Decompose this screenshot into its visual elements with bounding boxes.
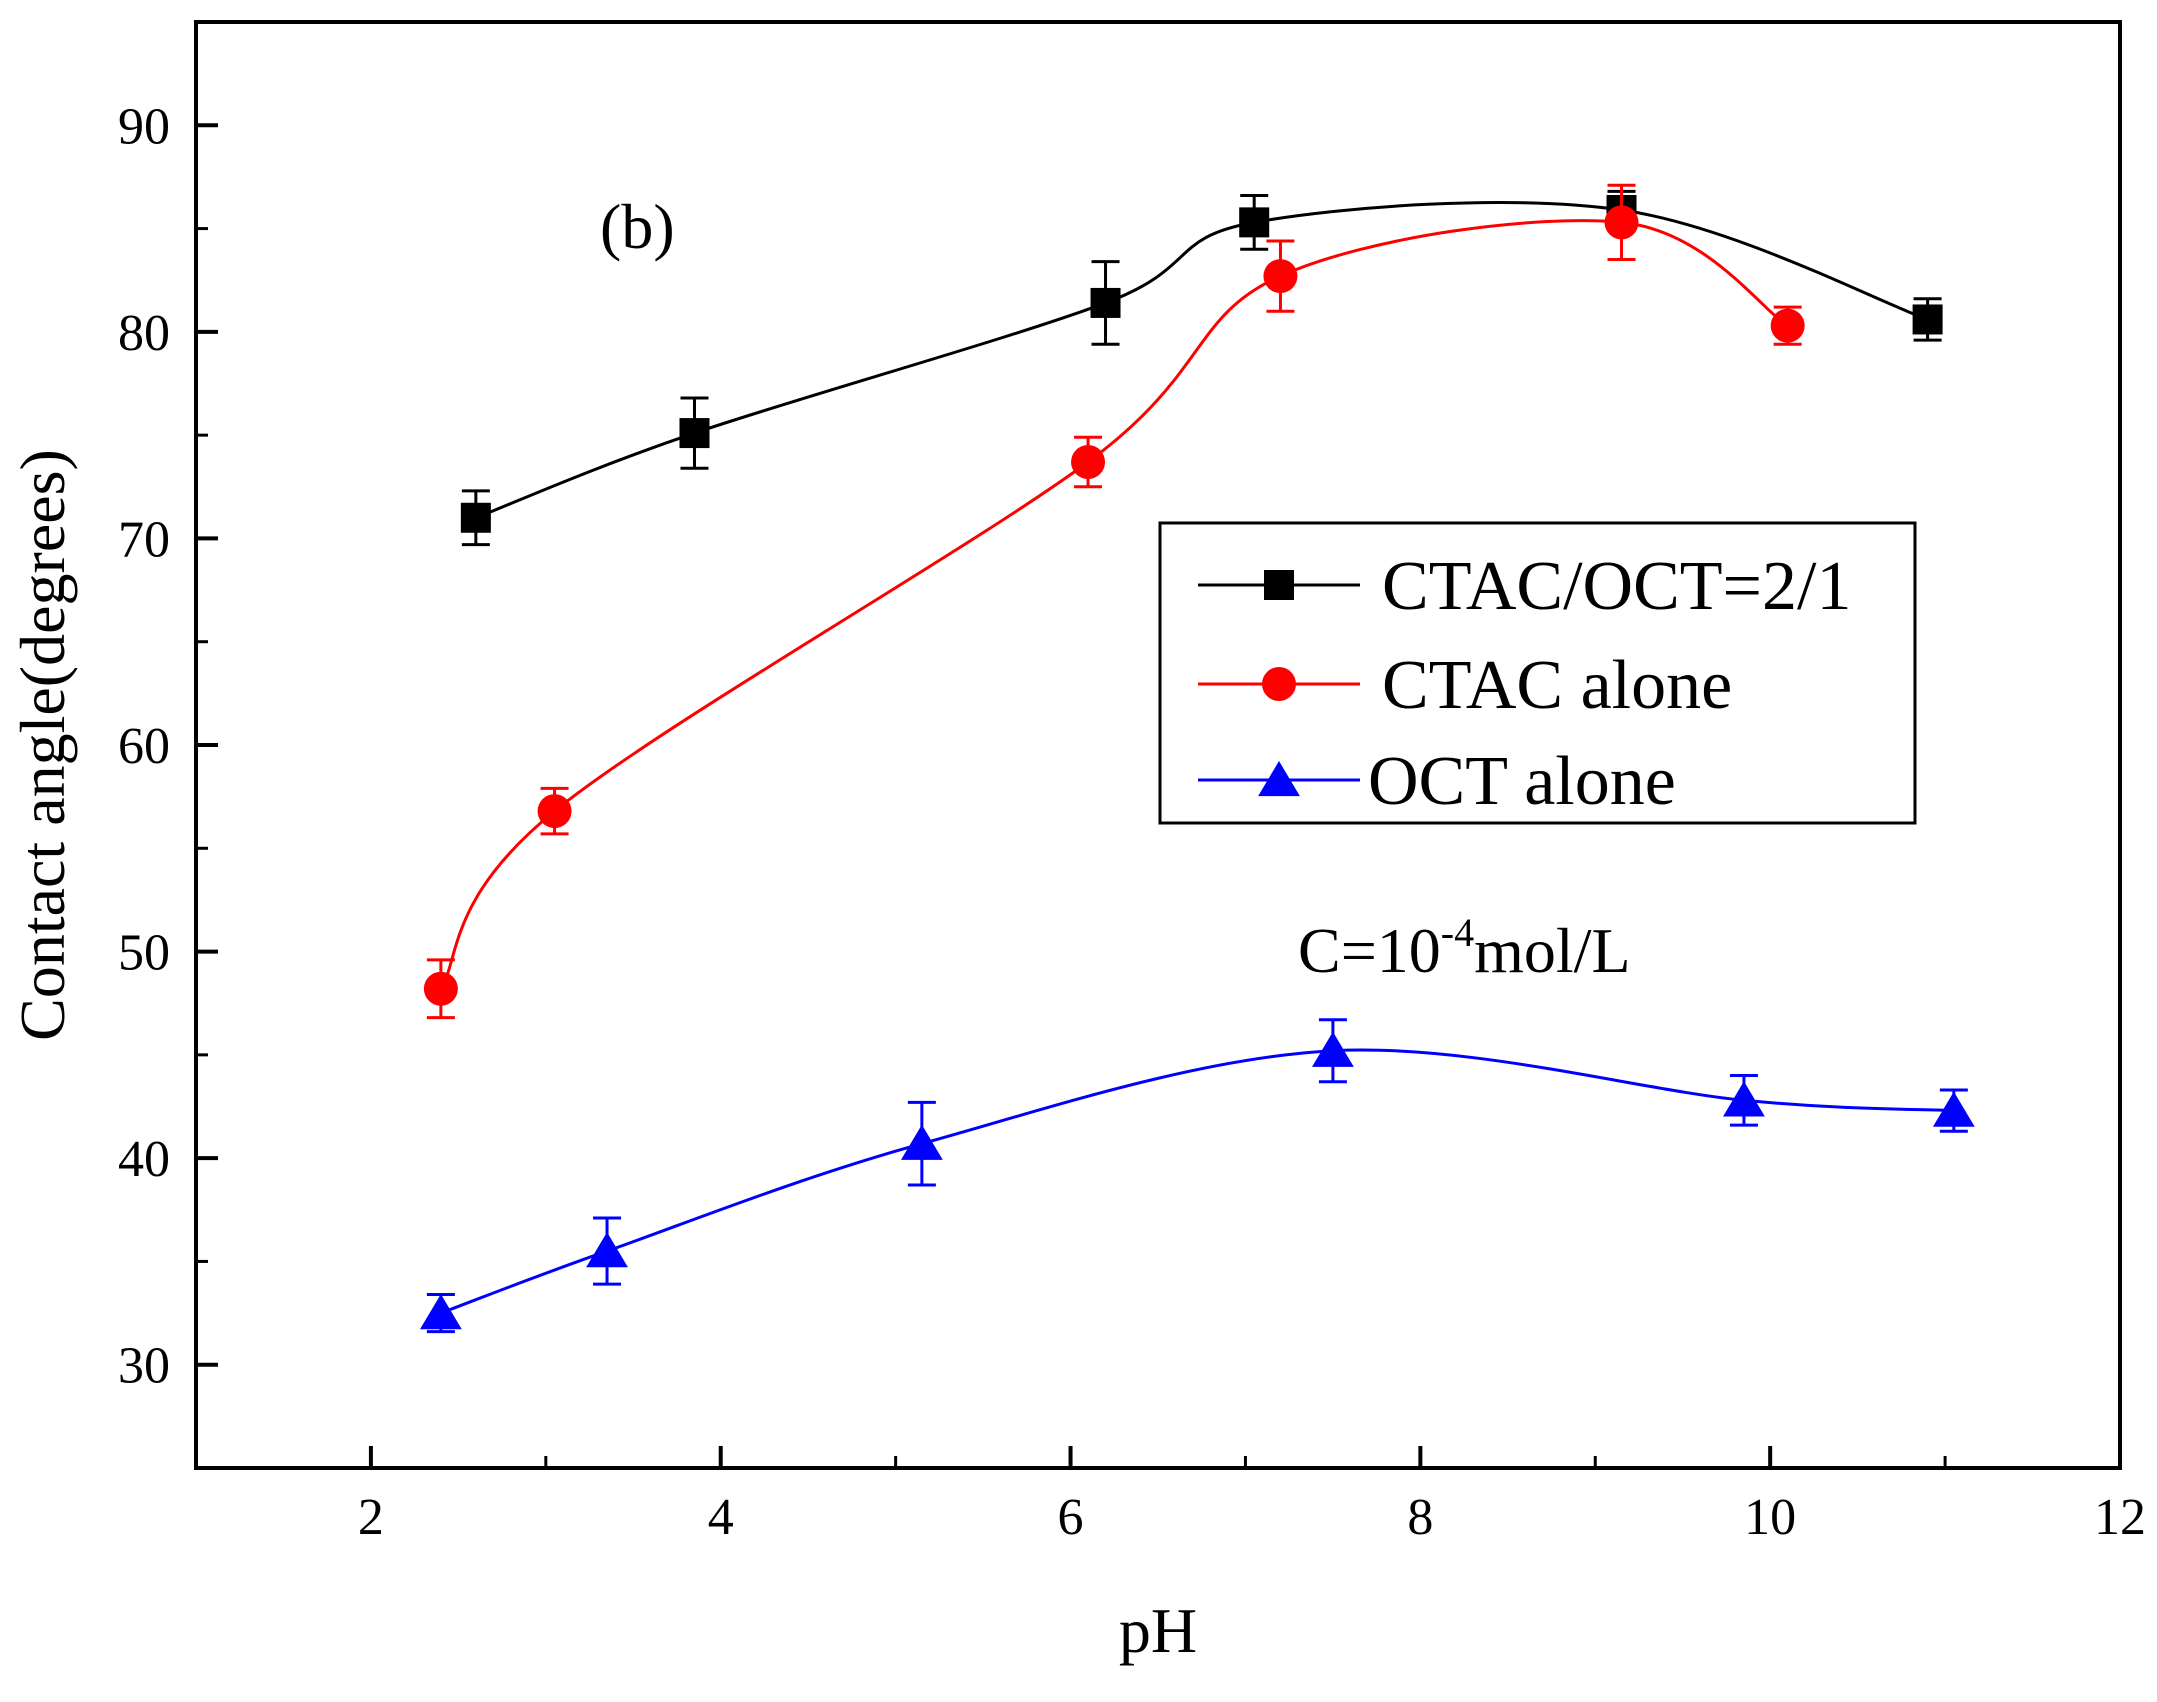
series-square bbox=[460, 189, 1943, 547]
y-tick-label: 90 bbox=[118, 98, 170, 155]
x-tick-label: 6 bbox=[1058, 1489, 1084, 1546]
y-tick-label: 40 bbox=[118, 1131, 170, 1188]
concentration-suffix: mol/L bbox=[1474, 915, 1630, 986]
legend-marker bbox=[1258, 761, 1300, 797]
y-tick-label: 80 bbox=[118, 305, 170, 362]
data-point bbox=[1263, 259, 1298, 294]
data-point bbox=[423, 971, 458, 1006]
concentration-annotation: C=10-4mol/L bbox=[1298, 910, 1631, 986]
y-axis: 30 40 50 60 70 80 90 bbox=[118, 98, 218, 1395]
legend-item: CTAC alone bbox=[1198, 647, 1732, 724]
data-point bbox=[1090, 287, 1121, 318]
legend-items: CTAC/OCT=2/1 CTAC alone OCT alone bbox=[1198, 548, 1851, 820]
x-axis: 2 4 6 8 10 12 bbox=[358, 1446, 2146, 1546]
x-tick-label: 2 bbox=[358, 1489, 384, 1546]
y-tick-label: 60 bbox=[118, 718, 170, 775]
legend-marker bbox=[1264, 570, 1294, 600]
x-tick-label: 4 bbox=[708, 1489, 734, 1546]
data-point bbox=[1723, 1081, 1765, 1117]
data-point bbox=[1932, 1091, 1975, 1127]
concentration-prefix: C=10 bbox=[1298, 915, 1441, 986]
data-point bbox=[1239, 207, 1270, 238]
legend-marker bbox=[1262, 667, 1296, 701]
y-tick-label: 70 bbox=[118, 511, 170, 568]
data-point bbox=[419, 1294, 462, 1330]
series-triangle bbox=[419, 1018, 1975, 1334]
x-axis-title: pH bbox=[1119, 1595, 1197, 1666]
data-point bbox=[1912, 304, 1943, 335]
concentration-superscript: -4 bbox=[1441, 910, 1474, 955]
data-point bbox=[1312, 1031, 1354, 1067]
panel-label: (b) bbox=[600, 191, 675, 262]
x-tick-label: 12 bbox=[2094, 1489, 2146, 1546]
data-point bbox=[586, 1232, 628, 1268]
series-layer bbox=[419, 183, 1975, 1334]
x-tick-label: 10 bbox=[1744, 1489, 1796, 1546]
series-circle bbox=[423, 183, 1805, 1020]
y-tick-label: 30 bbox=[118, 1338, 170, 1395]
y-tick-label: 50 bbox=[118, 925, 170, 982]
legend: CTAC/OCT=2/1 CTAC alone OCT alone bbox=[1158, 521, 1917, 825]
data-point bbox=[537, 794, 572, 829]
data-point bbox=[1071, 444, 1106, 479]
legend-item: OCT alone bbox=[1198, 743, 1676, 820]
legend-label: CTAC alone bbox=[1382, 647, 1732, 724]
x-tick-label: 8 bbox=[1407, 1489, 1433, 1546]
data-point bbox=[679, 418, 710, 449]
y-axis-title: Contact angle(degrees) bbox=[7, 449, 78, 1041]
data-point bbox=[1770, 308, 1805, 343]
data-point bbox=[1604, 205, 1639, 240]
legend-item: CTAC/OCT=2/1 bbox=[1198, 548, 1851, 625]
data-point bbox=[460, 502, 491, 533]
legend-label: OCT alone bbox=[1368, 743, 1676, 820]
data-point bbox=[900, 1124, 943, 1160]
legend-label: CTAC/OCT=2/1 bbox=[1382, 548, 1851, 625]
